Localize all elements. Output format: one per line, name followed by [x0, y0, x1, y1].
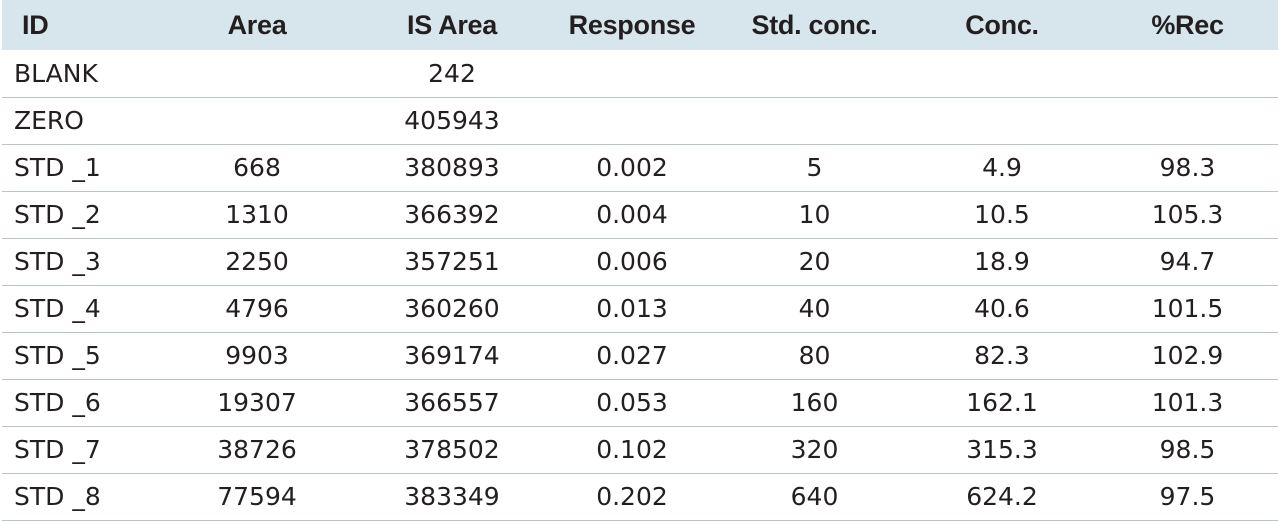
cell-id: ZERO — [14, 106, 84, 135]
cell-response: 0.102 — [596, 435, 668, 464]
cell-conc: 18.9 — [974, 247, 1030, 276]
cell-id: STD _8 — [14, 482, 101, 511]
cell-std-conc: 40 — [798, 294, 831, 323]
cell-area: 38726 — [217, 435, 297, 464]
cell-rec: 101.3 — [1151, 388, 1224, 417]
cell-conc: 162.1 — [966, 388, 1038, 417]
cell-area: 668 — [233, 153, 281, 182]
cell-id: STD _3 — [14, 247, 101, 276]
cell-conc: 40.6 — [974, 294, 1030, 323]
cell-response: 0.002 — [596, 153, 668, 182]
header-area: Area — [227, 9, 287, 40]
table-row: STD _3 2250 357251 0.006 20 18.9 94.7 — [2, 238, 1278, 285]
cell-response: 0.006 — [596, 247, 668, 276]
table-header: ID Area IS Area Response Std. conc. Conc… — [2, 0, 1278, 50]
table-row: STD _5 9903 369174 0.027 80 82.3 102.9 — [2, 332, 1278, 379]
cell-rec: 94.7 — [1159, 247, 1216, 276]
cell-conc: 4.9 — [982, 153, 1022, 182]
cell-id: STD _6 — [14, 388, 101, 417]
cell-is-area: 242 — [428, 58, 476, 88]
cell-id: STD _5 — [14, 341, 101, 370]
cell-std-conc — [722, 50, 907, 97]
cell-is-area: 357251 — [404, 247, 500, 276]
cell-is-area: 366557 — [404, 388, 500, 417]
cell-std-conc: 20 — [798, 247, 831, 276]
cell-rec: 101.5 — [1151, 294, 1224, 323]
cell-area: 4796 — [225, 294, 289, 323]
cell-rec: 102.9 — [1151, 341, 1224, 370]
cell-is-area: 360260 — [404, 294, 500, 323]
cell-rec: 98.5 — [1159, 435, 1216, 464]
cell-response: 0.053 — [596, 388, 668, 417]
cell-std-conc — [722, 97, 907, 144]
table-row: ZERO 405943 — [2, 97, 1278, 144]
cell-conc — [907, 50, 1097, 97]
header-row: ID Area IS Area Response Std. conc. Conc… — [2, 0, 1278, 50]
header-response: Response — [568, 9, 696, 40]
cell-is-area: 383349 — [404, 482, 500, 511]
cell-response: 0.004 — [596, 200, 668, 229]
cell-std-conc: 80 — [798, 341, 831, 370]
cell-rec — [1097, 50, 1278, 97]
cell-area: 1310 — [225, 200, 289, 229]
cell-id: STD _7 — [14, 435, 101, 464]
cell-area — [152, 97, 362, 144]
header-id: ID — [22, 9, 49, 40]
cell-is-area: 380893 — [404, 153, 500, 182]
cell-response — [542, 50, 722, 97]
cell-conc: 315.3 — [966, 435, 1038, 464]
cell-response: 0.013 — [596, 294, 668, 323]
cell-id: STD _4 — [14, 294, 101, 323]
cell-std-conc: 320 — [790, 435, 839, 464]
cell-area: 2250 — [225, 247, 289, 276]
cell-rec — [1097, 97, 1278, 144]
cell-rec: 98.3 — [1159, 153, 1216, 182]
cell-is-area: 369174 — [404, 341, 500, 370]
table-row: STD _8 77594 383349 0.202 640 624.2 97.5 — [2, 473, 1278, 520]
cell-response: 0.202 — [596, 482, 668, 511]
cell-std-conc: 160 — [790, 388, 839, 417]
cell-is-area: 366392 — [404, 200, 500, 229]
cell-id: BLANK — [14, 58, 98, 88]
header-is-area: IS Area — [407, 9, 497, 40]
table-row: STD _7 38726 378502 0.102 320 315.3 98.5 — [2, 426, 1278, 473]
cell-id: STD _2 — [14, 200, 101, 229]
table-row: STD _4 4796 360260 0.013 40 40.6 101.5 — [2, 285, 1278, 332]
cell-is-area: 378502 — [404, 435, 500, 464]
cell-id: STD _1 — [14, 153, 101, 182]
cell-area: 9903 — [225, 341, 289, 370]
table-body: BLANK 242 ZERO 405943 STD _1 668 380893 0.002 5 4… — [2, 50, 1278, 520]
cell-conc: 10.5 — [974, 200, 1030, 229]
cell-is-area: 405943 — [404, 106, 500, 135]
cell-rec: 105.3 — [1151, 200, 1224, 229]
cell-conc: 624.2 — [966, 482, 1038, 511]
cell-conc: 82.3 — [974, 341, 1030, 370]
cell-area — [152, 50, 362, 97]
cell-conc — [907, 97, 1097, 144]
cell-std-conc: 5 — [806, 153, 823, 182]
cell-area: 19307 — [217, 388, 297, 417]
header-rec: %Rec — [1151, 9, 1224, 40]
table-row: STD _1 668 380893 0.002 5 4.9 98.3 — [2, 144, 1278, 191]
cell-response: 0.027 — [596, 341, 668, 370]
table-row: STD _2 1310 366392 0.004 10 10.5 105.3 — [2, 191, 1278, 238]
table-row: BLANK 242 — [2, 50, 1278, 97]
header-conc: Conc. — [965, 9, 1039, 40]
cell-rec: 97.5 — [1159, 482, 1216, 511]
header-std-conc: Std. conc. — [751, 9, 878, 40]
table-row: STD _6 19307 366557 0.053 160 162.1 101.3 — [2, 379, 1278, 426]
cell-std-conc: 640 — [790, 482, 839, 511]
cell-area: 77594 — [217, 482, 297, 511]
cell-std-conc: 10 — [798, 200, 831, 229]
cell-response — [542, 97, 722, 144]
